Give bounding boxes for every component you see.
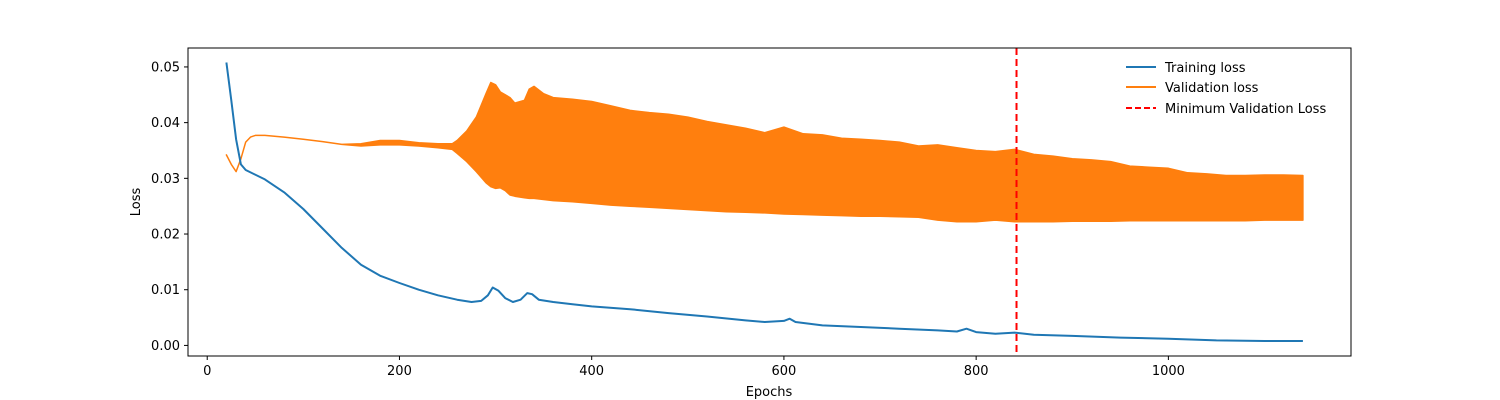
- y-tick-label: 0.00: [151, 339, 180, 354]
- legend-label-validation: Validation loss: [1165, 81, 1259, 96]
- validation-loss-line: [225, 81, 1304, 223]
- x-tick-label: 0: [203, 364, 211, 379]
- x-axis-label: Epochs: [746, 385, 793, 400]
- y-tick-label: 0.03: [151, 172, 180, 187]
- x-tick-label: 200: [387, 364, 412, 379]
- x-axis-ticks: 0 200 400 600 800 1000: [203, 356, 1185, 379]
- y-tick-label: 0.01: [151, 283, 180, 298]
- legend: Training loss Validation loss Minimum Va…: [1126, 61, 1326, 117]
- x-tick-label: 800: [964, 364, 989, 379]
- y-axis-label: Loss: [129, 188, 144, 217]
- y-tick-label: 0.05: [151, 60, 180, 75]
- validation-loss-layer: [225, 81, 1304, 223]
- training-loss-layer: [225, 62, 1303, 342]
- x-tick-label: 600: [772, 364, 797, 379]
- x-tick-label: 400: [579, 364, 604, 379]
- y-tick-label: 0.04: [151, 116, 180, 131]
- legend-label-minimum: Minimum Validation Loss: [1165, 102, 1326, 117]
- legend-label-training: Training loss: [1164, 61, 1246, 76]
- y-axis-ticks: 0.00 0.01 0.02 0.03 0.04 0.05: [151, 60, 188, 354]
- y-tick-label: 0.02: [151, 228, 180, 243]
- training-loss-line: [225, 62, 1303, 342]
- plot-frame: [187, 47, 1352, 357]
- x-tick-label: 1000: [1152, 364, 1185, 379]
